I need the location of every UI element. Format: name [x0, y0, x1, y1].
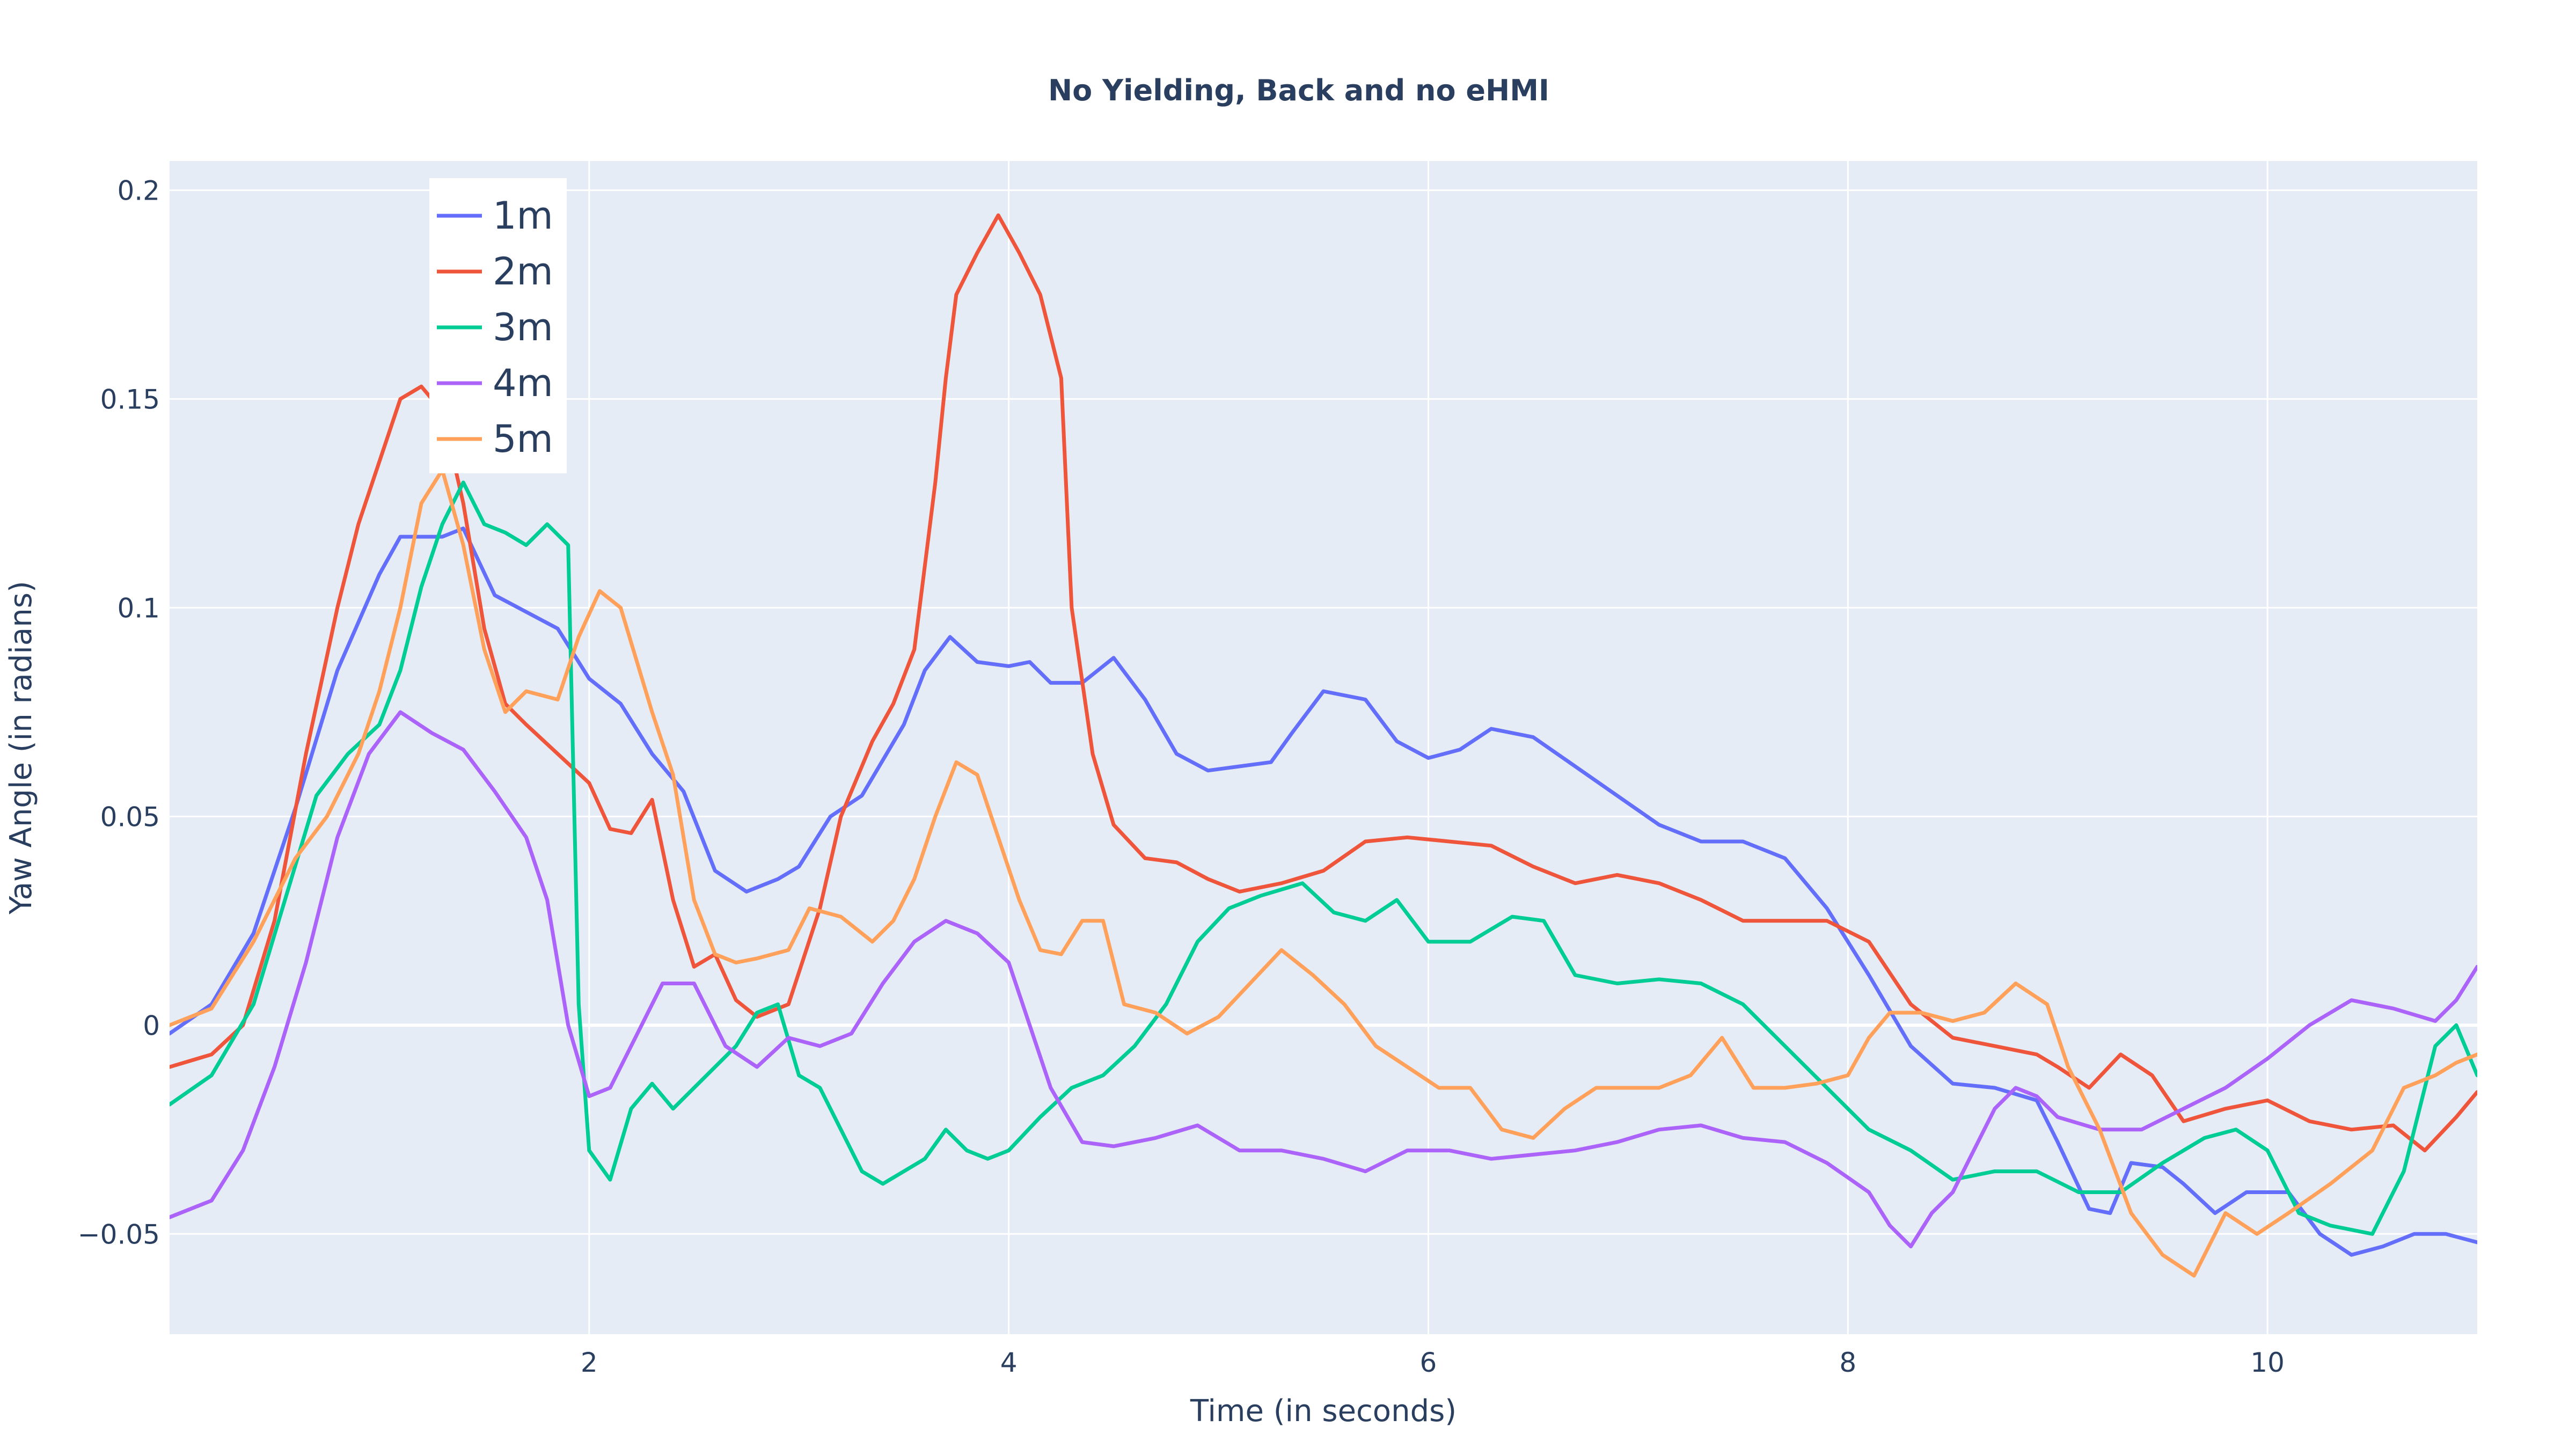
y-tick-label: 0.2	[117, 175, 160, 206]
y-tick-labels: −0.05 0 0.05 0.1 0.15 0.2	[78, 175, 160, 1250]
x-tick-label: 8	[1839, 1347, 1856, 1378]
legend-item-1m[interactable]: 1m	[437, 194, 553, 238]
series-line-3m	[170, 480, 2477, 1236]
legend-label: 3m	[493, 305, 553, 349]
x-tick-label: 4	[1000, 1347, 1018, 1378]
legend-label: 4m	[493, 361, 553, 405]
series-line-1m	[170, 526, 2477, 1257]
legend-item-4m[interactable]: 4m	[437, 361, 553, 405]
legend-item-5m[interactable]: 5m	[437, 417, 553, 461]
series-line-2m	[170, 213, 2477, 1153]
y-tick-label: 0.05	[100, 801, 160, 832]
legend-item-2m[interactable]: 2m	[437, 250, 553, 294]
y-tick-label: −0.05	[78, 1219, 160, 1250]
y-tick-label: 0	[143, 1010, 160, 1041]
legend-label: 1m	[493, 194, 553, 238]
x-axis-title: Time (in seconds)	[1190, 1394, 1457, 1429]
legend[interactable]: 1m 2m 3m 4m 5m	[429, 178, 567, 473]
y-tick-label: 0.15	[100, 384, 160, 415]
x-tick-label: 2	[581, 1347, 598, 1378]
x-tick-label: 10	[2250, 1347, 2285, 1378]
y-axis-title: Yaw Angle (in radians)	[4, 581, 39, 915]
series-lines	[170, 213, 2477, 1278]
legend-item-3m[interactable]: 3m	[437, 305, 553, 349]
legend-label: 5m	[493, 417, 553, 461]
x-tick-labels: 2 4 6 8 10	[581, 1347, 2285, 1378]
chart-title: No Yielding, Back and no eHMI	[1048, 74, 1549, 107]
series-line-5m	[170, 468, 2477, 1278]
series-line-4m	[170, 710, 2477, 1249]
y-tick-label: 0.1	[117, 592, 160, 624]
x-tick-label: 6	[1420, 1347, 1437, 1378]
legend-label: 2m	[493, 250, 553, 294]
